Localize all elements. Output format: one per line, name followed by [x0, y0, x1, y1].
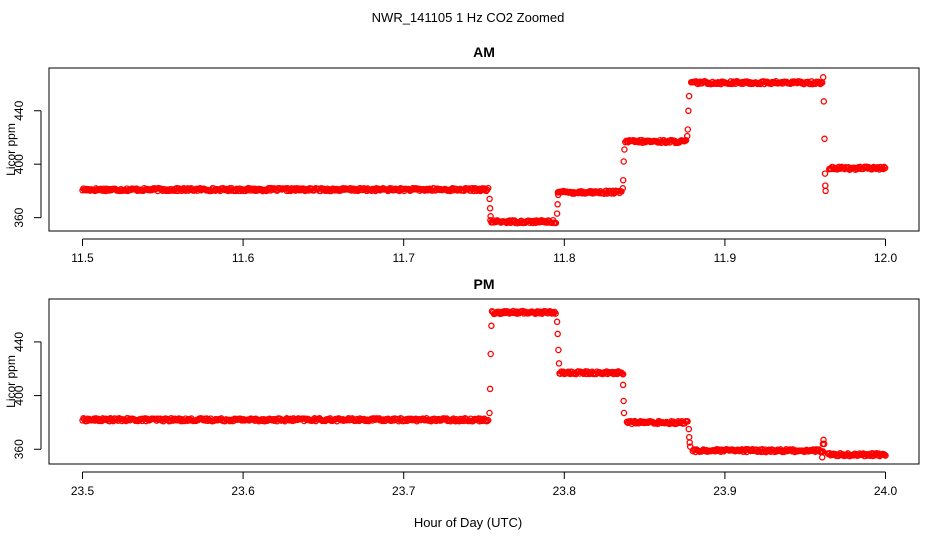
- panel-am-data-point: [554, 201, 561, 208]
- panel-pm-data-point: [685, 425, 693, 433]
- panel-am-data-point: [621, 146, 628, 153]
- panel-am-data-point: [487, 213, 494, 220]
- panel-pm-data-point: [685, 433, 693, 441]
- x-axis-label: Hour of Day (UTC): [414, 515, 522, 530]
- panel-pm-data-point: [620, 409, 628, 417]
- panel-pm-plot-frame: [48, 298, 920, 465]
- panel-am-x-tick-label: 11.9: [714, 251, 737, 265]
- panel-pm: PM Licor ppm 23.5 23.6 23.7 23.8 23.9 24.0 36…: [4, 276, 920, 498]
- panel-am-data-point: [552, 219, 560, 227]
- panel-am-data-point: [821, 170, 829, 177]
- panel-pm-data-point: [483, 417, 491, 425]
- panel-pm-data-point: [820, 436, 827, 444]
- panel-am-data-point: [486, 205, 494, 212]
- panel-pm-x-tick-label: 23.6: [231, 484, 255, 498]
- panel-am: AM Licor ppm 11.5 11.6 11.7 11.8 11.9 12.0 36…: [4, 44, 920, 265]
- panel-am-x-axis: 11.5 11.6 11.7 11.8 11.9 12.0: [71, 238, 898, 265]
- panel-pm-x-axis: 23.5 23.6 23.7 23.8 23.9 24.0: [71, 471, 898, 498]
- panel-pm-data-point: [686, 443, 694, 450]
- panel-am-data-point: [553, 210, 561, 217]
- panel-am-data-point: [682, 137, 690, 144]
- panel-pm-data-point: [487, 350, 494, 358]
- panel-am-data-points: [79, 74, 889, 227]
- panel-pm-data-point: [882, 452, 889, 459]
- panel-am-data-point: [486, 195, 493, 203]
- panel-pm-data-point: [488, 322, 495, 330]
- panel-pm-data-point: [552, 310, 559, 317]
- panel-pm-data-points: [79, 307, 889, 461]
- panel-am-data-point: [685, 107, 692, 115]
- panel-pm-data-point: [555, 346, 562, 354]
- panel-am-data-point: [619, 176, 627, 184]
- panel-am-data-point: [684, 126, 692, 133]
- panel-pm-x-tick-label: 23.8: [553, 484, 577, 498]
- panel-pm-ylabel: Licor ppm: [4, 355, 18, 408]
- panel-pm-data-point: [486, 409, 493, 417]
- panel-am-data-point: [618, 188, 625, 195]
- panel-am-x-tick-label: 12.0: [874, 251, 898, 265]
- panel-am-plot-frame: [48, 67, 920, 232]
- panel-am-data-point: [822, 187, 829, 195]
- panel-am-x-tick-label: 11.6: [232, 251, 255, 265]
- panel-am-data-point: [685, 92, 693, 100]
- panel-pm-y-tick-label: 440: [12, 332, 26, 352]
- panel-am-data-point: [619, 185, 627, 192]
- panel-pm-data-point: [484, 416, 492, 424]
- panel-am-data-point: [880, 163, 888, 171]
- panel-am-data-point: [554, 191, 562, 199]
- panel-am-data-point: [819, 74, 827, 81]
- panel-am-y-tick-label: 440: [12, 100, 26, 120]
- panel-pm-data-point: [620, 397, 627, 405]
- panel-pm-data-point: [486, 385, 494, 393]
- panel-am-data-point: [683, 132, 691, 140]
- panel-am-data-point: [821, 135, 828, 143]
- panel-pm-y-tick-label: 360: [12, 439, 26, 459]
- panel-pm-y-tick-label: 400: [12, 385, 26, 405]
- panel-pm-data-point: [818, 454, 826, 461]
- panel-pm-data-point: [619, 381, 627, 389]
- panel-am-x-tick-label: 11.8: [553, 251, 576, 265]
- panel-pm-data-point: [686, 439, 693, 446]
- panel-am-x-tick-label: 11.5: [71, 251, 94, 265]
- panel-pm-data-point: [684, 418, 691, 425]
- panel-am-y-tick-label: 360: [12, 207, 26, 227]
- panel-am-data-point: [484, 184, 492, 192]
- panel-pm-y-axis: 360 400 440: [12, 332, 42, 459]
- panel-am-data-point: [620, 158, 627, 165]
- panel-am-data-point: [820, 98, 828, 105]
- panel-am-y-axis: 360 400 440: [12, 100, 42, 228]
- panel-am-data-point: [822, 182, 829, 189]
- panel-pm-x-tick-label: 24.0: [874, 484, 898, 498]
- panel-pm-data-point: [619, 370, 627, 378]
- panel-am-ylabel: Licor ppm: [4, 123, 18, 176]
- panel-pm-data-point: [554, 330, 561, 338]
- panel-pm-x-tick-label: 23.7: [392, 484, 416, 498]
- figure-title: NWR_141105 1 Hz CO2 Zoomed: [372, 10, 565, 25]
- panel-pm-data-point: [555, 360, 563, 367]
- panel-pm-x-tick-label: 23.9: [713, 484, 737, 498]
- panel-pm-x-tick-label: 23.5: [71, 484, 95, 498]
- panel-pm-data-point: [553, 318, 561, 326]
- panel-am-title: AM: [473, 44, 495, 60]
- panel-am-y-tick-label: 400: [12, 154, 26, 174]
- panel-pm-data-point: [820, 440, 828, 448]
- panel-am-data-point: [881, 164, 889, 172]
- panel-pm-title: PM: [474, 276, 495, 292]
- panel-am-x-tick-label: 11.7: [392, 251, 415, 265]
